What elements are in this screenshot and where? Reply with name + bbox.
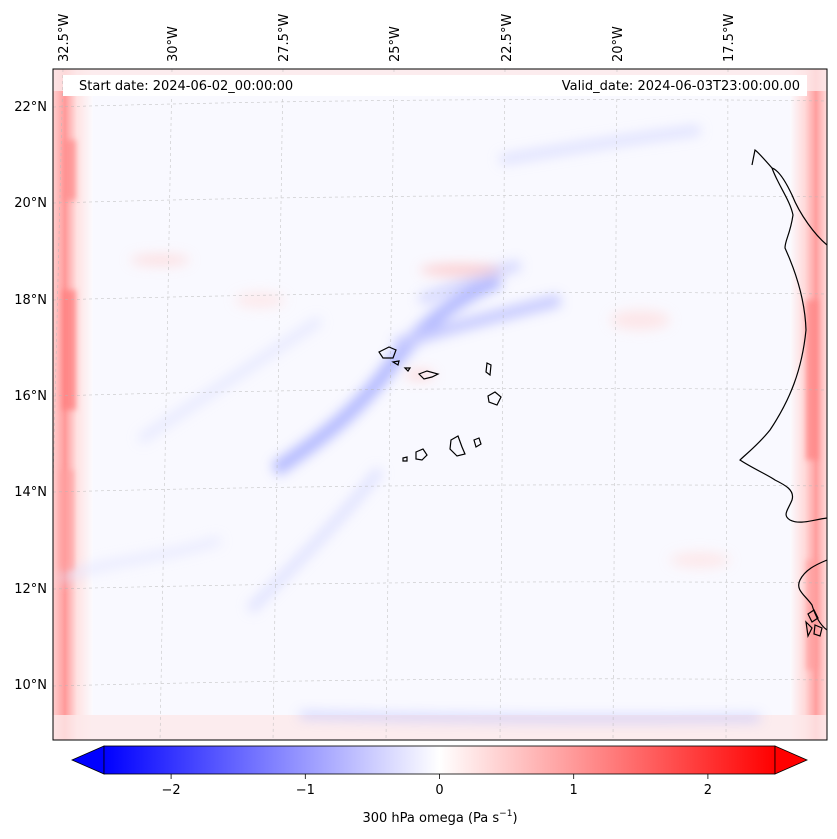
colorbar-ticks: −2 −1 0 1 2 [162, 774, 712, 798]
colorbar-extend-right [774, 745, 808, 775]
lon-label: 17.5°W [722, 14, 737, 62]
island-sao-vicente [391, 360, 400, 366]
colorbar-tick-label: −1 [296, 783, 315, 798]
lat-label: 18°N [14, 293, 47, 308]
island-boa-vista [487, 391, 502, 406]
lon-label: 32.5°W [57, 14, 72, 62]
colorbar-tick-label: 2 [704, 783, 712, 798]
africa-coastline-south [798, 559, 827, 631]
island-sal [485, 362, 492, 377]
island-santa-luzia [403, 367, 412, 372]
lon-label: 22.5°W [500, 14, 515, 62]
lon-label: 25°W [388, 26, 403, 62]
coastlines [739, 149, 827, 638]
map-frame [52, 68, 828, 741]
lat-label: 22°N [14, 100, 47, 115]
colorbar-tick-label: 1 [570, 783, 578, 798]
lat-label: 12°N [14, 582, 47, 597]
colorbar: −2 −1 0 1 2 300 hPa omega (Pa s−1) [71, 745, 808, 826]
island-brava [402, 456, 408, 462]
lon-label: 30°W [166, 26, 181, 62]
lat-label: 10°N [14, 678, 47, 693]
colorbar-tick-label: −2 [162, 783, 181, 798]
island-sao-nicolau [417, 370, 440, 380]
lat-label: 14°N [14, 485, 47, 500]
lon-labels: 32.5°W 30°W 27.5°W 25°W 22.5°W 20°W 17.5… [57, 14, 737, 62]
omega-field [53, 69, 827, 740]
start-date: Start date: 2024-06-02_00:00:00 [79, 79, 293, 94]
graticule [53, 69, 827, 740]
africa-coastline [739, 149, 827, 523]
colorbar-body [103, 745, 776, 775]
island-fogo [415, 448, 428, 461]
lat-label: 20°N [14, 196, 47, 211]
valid-date: Valid_date: 2024-06-03T23:00:00.00 [562, 79, 800, 94]
island-maio [473, 437, 482, 448]
lon-label: 27.5°W [277, 14, 292, 62]
cape-verde-islands [378, 346, 502, 462]
lat-label: 16°N [14, 389, 47, 404]
colorbar-extend-left [71, 745, 105, 775]
colorbar-tick-label: 0 [435, 783, 443, 798]
island-santiago [449, 435, 466, 457]
island-santo-antao [378, 346, 397, 359]
colorbar-label: 300 hPa omega (Pa s−1) [362, 809, 517, 826]
lon-label: 20°W [611, 26, 626, 62]
header-band [63, 75, 807, 96]
lat-labels: 22°N 20°N 18°N 16°N 14°N 12°N 10°N [14, 100, 47, 693]
